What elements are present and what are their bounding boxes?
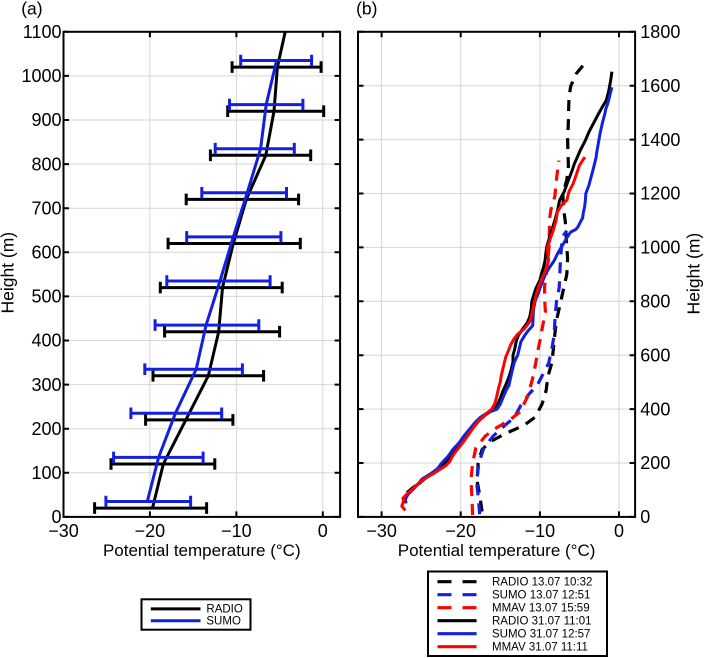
svg-text:SUMO: SUMO [206, 615, 241, 627]
svg-text:200: 200 [31, 419, 61, 439]
svg-text:−20: −20 [445, 521, 476, 541]
svg-text:900: 900 [31, 110, 61, 130]
svg-text:RADIO 31.07 11:01: RADIO 31.07 11:01 [492, 615, 592, 627]
svg-text:(b): (b) [356, 0, 377, 18]
svg-text:SUMO 13.07 12:51: SUMO 13.07 12:51 [492, 589, 590, 601]
svg-text:RADIO 13.07 10:32: RADIO 13.07 10:32 [492, 576, 592, 588]
svg-text:100: 100 [31, 463, 61, 483]
svg-text:RADIO: RADIO [206, 604, 242, 616]
svg-text:400: 400 [640, 399, 670, 419]
svg-text:1800: 1800 [640, 22, 680, 42]
svg-text:MMAV 31.07 11:11: MMAV 31.07 11:11 [492, 641, 588, 653]
svg-text:−10: −10 [525, 521, 556, 541]
svg-text:300: 300 [31, 375, 61, 395]
svg-text:1100: 1100 [23, 22, 62, 42]
svg-text:200: 200 [640, 453, 670, 473]
svg-text:−30: −30 [48, 521, 79, 541]
svg-text:500: 500 [31, 287, 61, 307]
svg-text:1000: 1000 [21, 66, 61, 86]
svg-text:Potential temperature (°C): Potential temperature (°C) [398, 541, 596, 560]
svg-text:MMAV 13.07 15:59: MMAV 13.07 15:59 [492, 602, 590, 614]
svg-text:0: 0 [318, 521, 328, 541]
svg-text:(a): (a) [21, 0, 42, 19]
svg-text:1600: 1600 [640, 76, 680, 96]
svg-text:−20: −20 [135, 521, 166, 541]
svg-text:600: 600 [640, 345, 670, 365]
svg-text:0: 0 [614, 521, 624, 541]
svg-text:800: 800 [31, 154, 61, 174]
svg-text:0: 0 [640, 507, 650, 527]
svg-text:400: 400 [31, 331, 61, 351]
svg-text:Height (m): Height (m) [684, 233, 704, 315]
svg-text:700: 700 [31, 198, 61, 218]
svg-text:Potential temperature (°C): Potential temperature (°C) [103, 541, 301, 560]
svg-text:1400: 1400 [640, 130, 680, 150]
svg-text:−10: −10 [221, 521, 252, 541]
svg-text:0: 0 [51, 507, 61, 527]
svg-text:800: 800 [640, 292, 670, 312]
svg-text:1200: 1200 [640, 184, 680, 204]
svg-text:1000: 1000 [640, 238, 680, 258]
svg-text:Height (m): Height (m) [0, 232, 18, 314]
svg-text:−30: −30 [366, 521, 397, 541]
svg-text:600: 600 [31, 243, 61, 263]
svg-text:SUMO 31.07 12:57: SUMO 31.07 12:57 [492, 628, 590, 640]
